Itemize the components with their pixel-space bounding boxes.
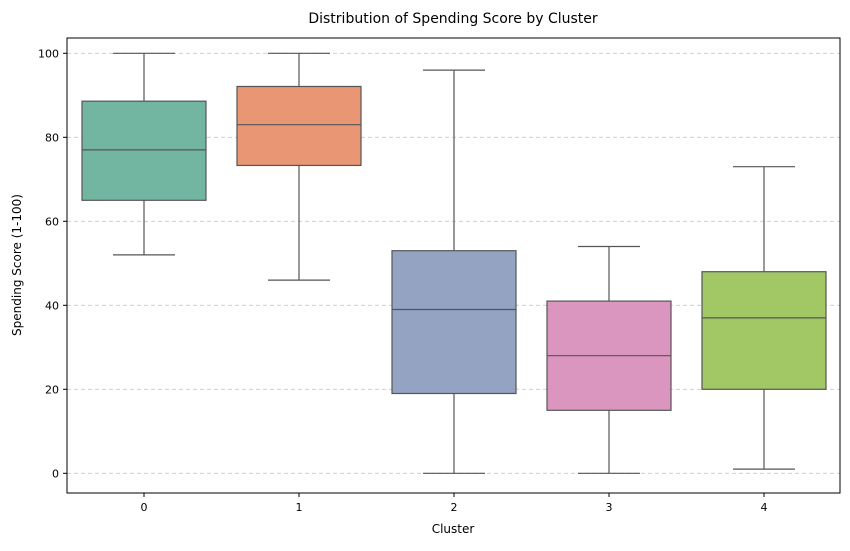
y-tick-label: 20: [45, 383, 59, 396]
x-tick-label: 4: [761, 501, 768, 514]
x-axis-label: Cluster: [432, 522, 475, 536]
x-tick-label: 2: [451, 501, 458, 514]
y-tick-label: 0: [52, 467, 59, 480]
chart-title: Distribution of Spending Score by Cluste…: [308, 11, 598, 27]
box-cluster-0: [81, 100, 207, 201]
box-cluster-1: [236, 85, 362, 167]
x-tick-label: 1: [296, 501, 303, 514]
y-tick-label: 60: [45, 215, 59, 228]
box-cluster-4: [701, 271, 827, 390]
y-tick-label: 40: [45, 299, 59, 312]
y-axis-label: Spending Score (1-100): [10, 194, 24, 336]
x-tick-label: 0: [141, 501, 148, 514]
box-cluster-2: [391, 250, 517, 395]
y-tick-label: 100: [38, 47, 59, 60]
y-tick-label: 80: [45, 131, 59, 144]
plot-frame: [66, 37, 841, 494]
x-tick-label: 3: [606, 501, 613, 514]
